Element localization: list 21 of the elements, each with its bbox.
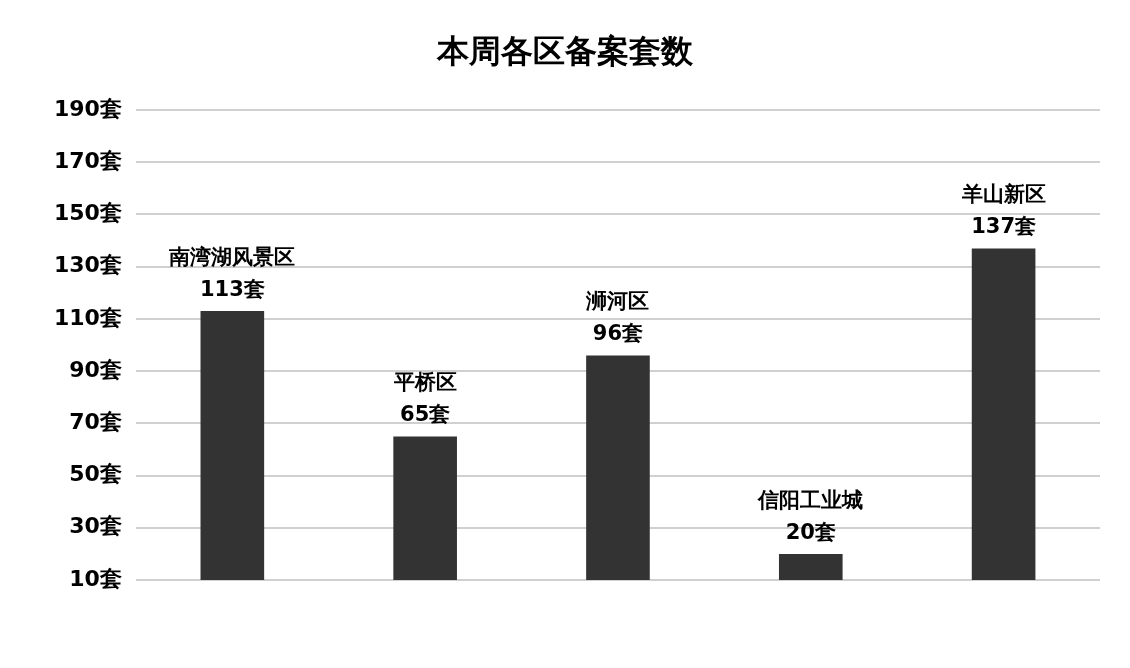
y-tick-label: 110套 [53,304,122,330]
data-label: 65套 [400,402,451,427]
y-tick-label: 90套 [69,356,122,382]
y-tick-label: 130套 [53,252,122,278]
chart-title: 本周各区备案套数 [435,31,694,72]
y-tick-label: 170套 [53,147,122,173]
x-tick-label: 羊山新区 [960,182,1046,207]
y-tick-label: 190套 [53,95,122,121]
y-tick-label: 50套 [69,461,122,487]
data-label: 113套 [199,277,265,302]
y-tick-label: 10套 [69,565,122,591]
x-tick-label: 浉河区 [585,289,650,314]
y-tick-label: 70套 [69,409,122,435]
y-tick-label: 150套 [53,200,122,226]
x-tick-label: 平桥区 [392,370,457,395]
data-label: 20套 [785,519,836,544]
x-tick-label: 信阳工业城 [757,487,864,512]
x-tick-label: 南湾湖风景区 [168,245,296,270]
data-label: 96套 [592,321,644,346]
y-tick-label: 30套 [69,513,122,539]
data-label: 137套 [971,214,1037,239]
